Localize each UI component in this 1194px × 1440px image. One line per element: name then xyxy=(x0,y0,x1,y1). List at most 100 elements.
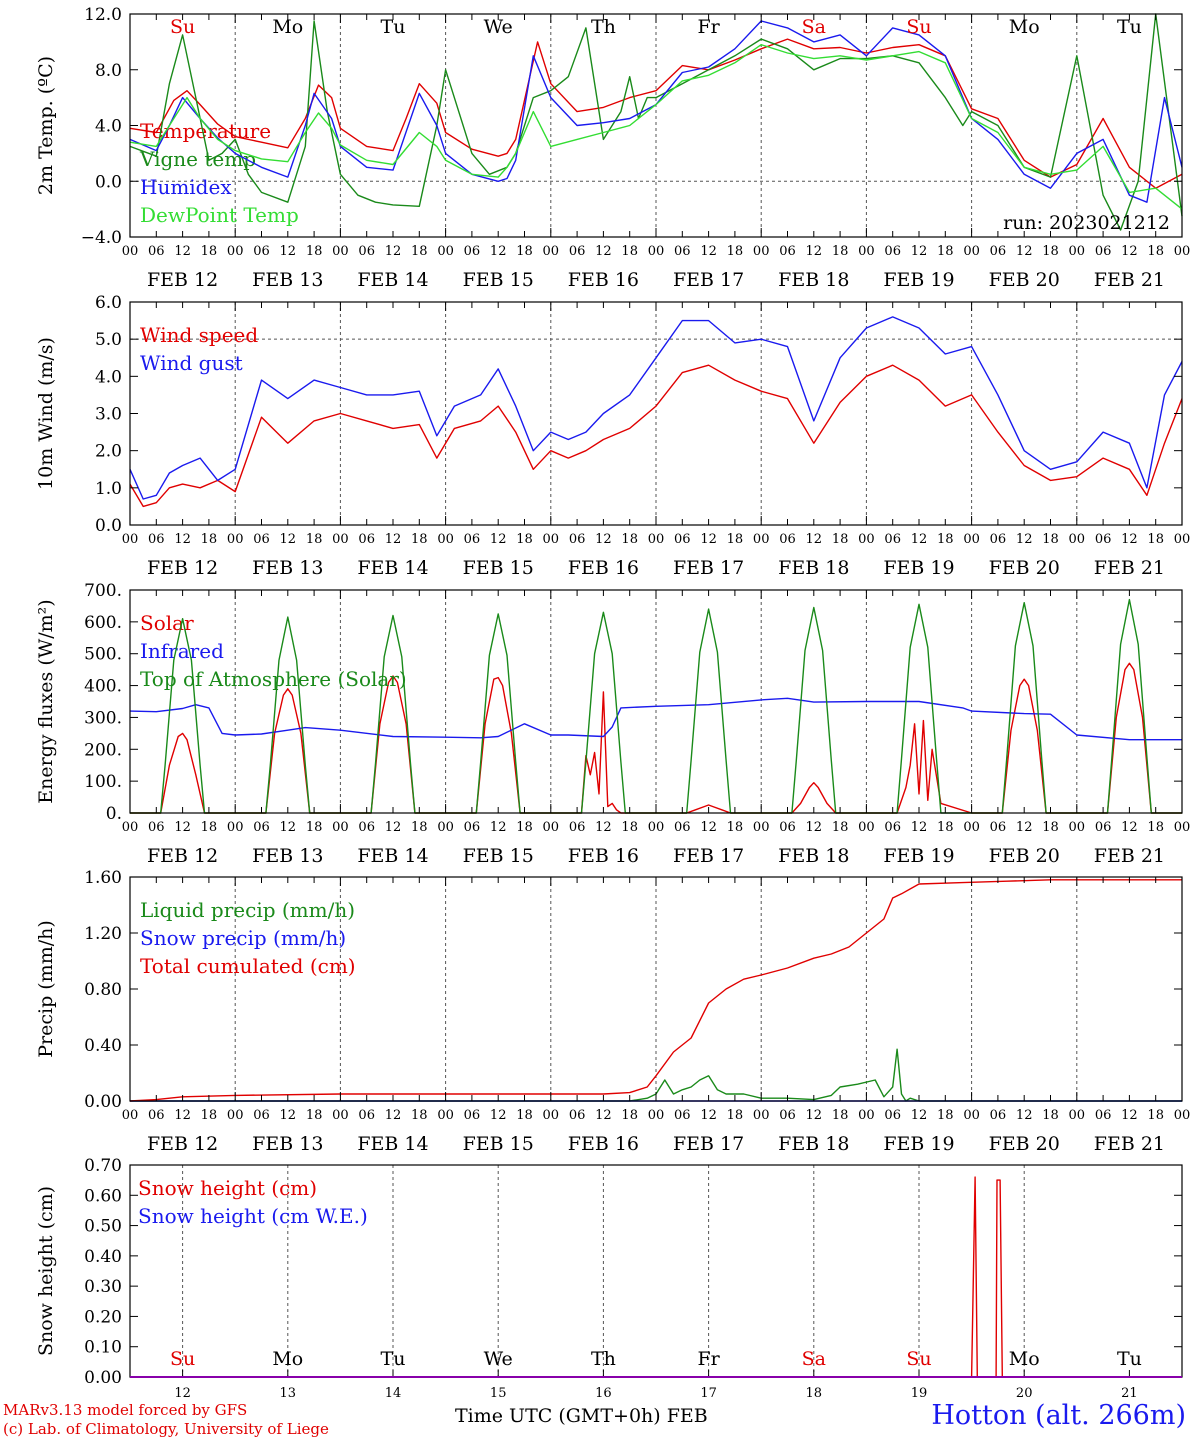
y-tick-label: 0.40 xyxy=(84,1036,122,1056)
day-number-label: 13 xyxy=(280,1386,297,1401)
date-label: FEB 17 xyxy=(673,557,744,579)
hour-tick-label: 06 xyxy=(148,532,165,547)
date-label: FEB 13 xyxy=(252,1133,323,1155)
hour-tick-label: 12 xyxy=(490,532,507,547)
hour-tick-label: 06 xyxy=(253,532,270,547)
y-tick-label: 600. xyxy=(84,613,122,633)
day-number-label: 18 xyxy=(806,1386,823,1401)
hour-tick-label: 18 xyxy=(306,1108,323,1123)
date-label: FEB 15 xyxy=(463,557,534,579)
date-label: FEB 19 xyxy=(883,269,954,291)
date-label: FEB 17 xyxy=(673,269,744,291)
hour-tick-label: 06 xyxy=(674,820,691,835)
day-number-label: 15 xyxy=(490,1386,507,1401)
hour-tick-label: 18 xyxy=(937,244,954,259)
hour-tick-label: 12 xyxy=(1016,532,1033,547)
weekday-label: Mo xyxy=(272,1348,303,1370)
hour-tick-label: 06 xyxy=(779,1108,796,1123)
hour-tick-label: 00 xyxy=(963,820,980,835)
hour-tick-label: 06 xyxy=(253,1108,270,1123)
day-number-label: 17 xyxy=(700,1386,717,1401)
hour-tick-label: 00 xyxy=(1069,1108,1086,1123)
hour-tick-label: 18 xyxy=(306,532,323,547)
panel-5: Snow height (cm) Snow height (cm W.E.) 0.0… xyxy=(35,1156,1183,1401)
hour-tick-label: 06 xyxy=(990,820,1007,835)
hour-tick-label: 18 xyxy=(201,532,218,547)
weekday-label: Th xyxy=(591,16,616,38)
y-axis-label: Snow height (cm) xyxy=(35,1186,57,1356)
y-tick-label: 0.80 xyxy=(84,980,122,1000)
hour-tick-label: 00 xyxy=(227,1108,244,1123)
hour-tick-label: 00 xyxy=(753,1108,770,1123)
hour-tick-label: 00 xyxy=(648,820,665,835)
panel-4: Liquid precip (mm/h) Snow precip (mm/h) To… xyxy=(35,868,1190,1155)
y-tick-label: 4.0 xyxy=(95,117,122,137)
series-liquid-precip-mm-h xyxy=(130,1048,1182,1102)
hour-tick-label: 18 xyxy=(411,820,428,835)
hour-tick-label: 12 xyxy=(174,532,191,547)
date-label: FEB 12 xyxy=(147,1133,218,1155)
series-humidex xyxy=(129,20,1183,203)
hour-tick-label: 06 xyxy=(1095,1108,1112,1123)
series-vigne-temp xyxy=(129,13,1183,231)
hour-tick-label: 00 xyxy=(437,244,454,259)
hour-tick-label: 00 xyxy=(227,820,244,835)
hour-tick-label: 00 xyxy=(122,532,139,547)
hour-tick-label: 06 xyxy=(253,820,270,835)
hour-tick-label: 18 xyxy=(1042,820,1059,835)
day-number-label: 14 xyxy=(385,1386,402,1401)
hour-tick-label: 12 xyxy=(911,1108,928,1123)
hour-tick-label: 18 xyxy=(201,820,218,835)
hour-tick-label: 00 xyxy=(1069,532,1086,547)
hour-tick-label: 12 xyxy=(1121,1108,1138,1123)
hour-tick-label: 00 xyxy=(1174,820,1191,835)
day-number-label: 21 xyxy=(1121,1386,1138,1401)
hour-tick-label: 00 xyxy=(1069,244,1086,259)
credit-line-1: MARv3.13 model forced by GFS xyxy=(3,1401,248,1419)
hour-tick-label: 06 xyxy=(779,820,796,835)
hour-tick-label: 06 xyxy=(569,1108,586,1123)
legend-entry: Top of Atmosphere (Solar) xyxy=(140,667,407,691)
hour-tick-label: 18 xyxy=(306,244,323,259)
hour-tick-label: 06 xyxy=(358,820,375,835)
hour-tick-label: 00 xyxy=(543,820,560,835)
date-label: FEB 14 xyxy=(357,269,428,291)
hour-tick-label: 06 xyxy=(358,244,375,259)
date-label: FEB 14 xyxy=(357,557,428,579)
date-label: FEB 15 xyxy=(463,269,534,291)
hour-tick-label: 12 xyxy=(1016,244,1033,259)
y-tick-label: 1.60 xyxy=(84,868,122,888)
hour-tick-label: 06 xyxy=(884,532,901,547)
hour-tick-label: 06 xyxy=(1095,244,1112,259)
hour-tick-label: 06 xyxy=(148,244,165,259)
hour-tick-label: 18 xyxy=(411,1108,428,1123)
date-label: FEB 12 xyxy=(147,269,218,291)
hour-tick-label: 06 xyxy=(358,1108,375,1123)
series-wind-gust xyxy=(129,316,1183,500)
weekday-label: Tu xyxy=(1117,16,1142,38)
run-label: run: 2023021212 xyxy=(1003,212,1170,234)
hour-tick-label: 00 xyxy=(332,532,349,547)
hour-tick-label: 00 xyxy=(753,532,770,547)
hour-tick-label: 18 xyxy=(516,1108,533,1123)
weekday-label: Tu xyxy=(1117,1348,1142,1370)
hour-tick-label: 12 xyxy=(700,820,717,835)
hour-tick-label: 06 xyxy=(148,1108,165,1123)
hour-tick-label: 12 xyxy=(490,1108,507,1123)
y-tick-label: 12.0 xyxy=(84,5,122,25)
hour-tick-label: 12 xyxy=(385,1108,402,1123)
y-tick-label: 0.40 xyxy=(84,1247,122,1267)
hour-tick-label: 18 xyxy=(516,820,533,835)
y-tick-label: 0.10 xyxy=(84,1338,122,1358)
hour-tick-label: 12 xyxy=(174,1108,191,1123)
y-axis-label: Precip (mm/h) xyxy=(35,920,57,1058)
hour-tick-label: 12 xyxy=(490,244,507,259)
day-number-label: 20 xyxy=(1016,1386,1033,1401)
hour-tick-label: 18 xyxy=(727,244,744,259)
hour-tick-label: 18 xyxy=(411,532,428,547)
hour-tick-label: 18 xyxy=(937,820,954,835)
hour-tick-label: 06 xyxy=(990,1108,1007,1123)
day-number-label: 16 xyxy=(595,1386,612,1401)
weekday-label: Th xyxy=(591,1348,616,1370)
y-tick-label: 100. xyxy=(84,772,122,792)
